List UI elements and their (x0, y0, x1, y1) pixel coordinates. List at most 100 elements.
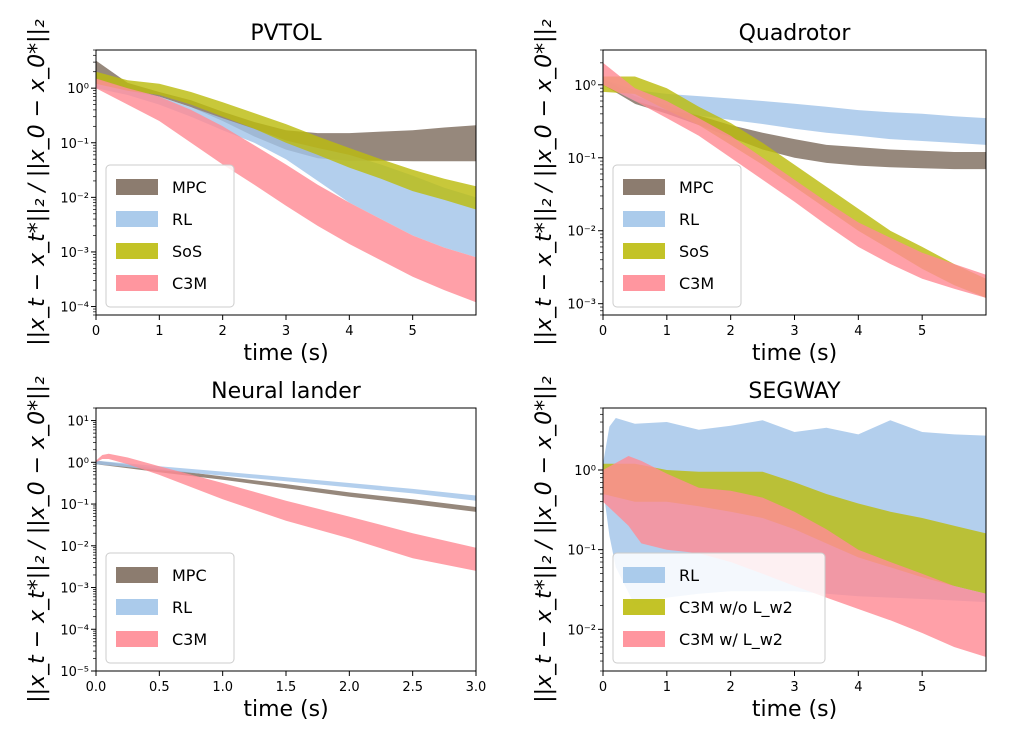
x-tick-label: 2.5 (402, 680, 423, 695)
x-tick-label: 4 (854, 324, 862, 339)
chart-panel-segway: 0 1 2 3 4 5 10⁻² 10⁻¹ 10⁰ SEGWAY time (s) ||x_t − x… (532, 376, 987, 722)
x-tick-label: 3.0 (466, 680, 487, 695)
y-tick-label: 10⁻⁵ (60, 665, 89, 680)
legend-swatch-rl (116, 211, 158, 227)
chart-title: Quadrotor (739, 21, 852, 46)
y-axis-label: ||x_t − x_t*||₂ / ||x_0 − x_0*||₂ (25, 19, 50, 346)
x-tick-label: 4 (854, 680, 862, 695)
band-mpc (96, 60, 476, 162)
legend-label-rl: RL (679, 566, 699, 585)
y-tick-label: 10⁻¹ (60, 498, 89, 513)
x-tick-label: 0.5 (149, 680, 170, 695)
bands (96, 60, 476, 303)
x-tick-label: 3 (282, 324, 290, 339)
bands (603, 62, 986, 298)
band-c3m (96, 453, 476, 571)
band-mpc (96, 460, 476, 512)
legend-swatch-c3m (623, 275, 665, 291)
legend-label-mpc: MPC (172, 566, 207, 585)
legend-label-c3m: C3M (172, 630, 207, 649)
y-tick-label: 10⁻³ (567, 298, 596, 313)
legend-label-sos: SoS (172, 242, 202, 261)
legend-label-mpc: MPC (172, 178, 207, 197)
chart-title: PVTOL (250, 21, 322, 46)
band-rl (96, 80, 476, 258)
x-tick-label: 1.0 (212, 680, 233, 695)
legend: MPC RL SoS C3M (105, 164, 235, 308)
x-tick-label: 0.0 (86, 680, 107, 695)
chart-panel-neural-lander: 0.0 0.5 1.0 1.5 2.0 2.5 3.0 10⁻⁵ 10⁻⁴ 10⁻³ 10⁻² 10⁻… (25, 376, 486, 722)
y-tick-label: 10⁻⁴ (60, 301, 89, 316)
x-tick-label: 5 (918, 324, 926, 339)
y-tick-label: 10⁰ (67, 456, 89, 471)
legend-label-c3m: C3M (172, 274, 207, 293)
legend-swatch-sos (116, 243, 158, 259)
x-tick-label: 1 (155, 324, 163, 339)
chart-panel-quadrotor: 0 1 2 3 4 5 10⁻³ 10⁻² 10⁻¹ 10⁰ Quadrotor time (s) ||… (532, 19, 987, 366)
chart-title: Neural lander (211, 379, 362, 404)
y-tick-label: 10⁻¹ (567, 152, 596, 167)
chart-panel-pvtol: 0 1 2 3 4 5 10⁻⁴ 10⁻³ 10⁻² 10⁻¹ 10⁰ PVTOL time (s) ||… (25, 19, 477, 366)
legend-swatch-mpc (116, 179, 158, 195)
band-sos (96, 71, 476, 210)
legend-swatch-mpc (623, 179, 665, 195)
band-mpc (603, 79, 986, 170)
x-tick-label: 2 (727, 324, 735, 339)
legend-label-rl: RL (172, 598, 192, 617)
legend-label-c3m: C3M (679, 274, 714, 293)
legend-swatch-c3m-w-o-l-w2 (623, 599, 665, 615)
y-tick-label: 10⁻³ (60, 246, 89, 261)
y-axis-label: ||x_t − x_t*||₂ / ||x_0 − x_0*||₂ (25, 376, 50, 703)
band-c3m (96, 78, 476, 303)
x-tick-label: 2.0 (339, 680, 360, 695)
y-tick-label: 10⁻¹ (567, 544, 596, 559)
band-rl (96, 460, 476, 501)
x-tick-label: 2 (219, 324, 227, 339)
band-rl (603, 79, 986, 145)
legend-swatch-rl (116, 599, 158, 615)
y-tick-label: 10⁰ (574, 464, 596, 479)
y-axis-label: ||x_t − x_t*||₂ / ||x_0 − x_0*||₂ (532, 376, 557, 703)
x-tick-label: 5 (918, 680, 926, 695)
x-tick-label: 1 (663, 324, 671, 339)
legend: MPC RL SoS C3M (612, 164, 742, 308)
legend-swatch-sos (623, 243, 665, 259)
legend-swatch-rl (623, 211, 665, 227)
y-tick-label: 10⁻² (60, 191, 89, 206)
y-tick-label: 10⁰ (574, 79, 596, 94)
x-tick-label: 3 (790, 680, 798, 695)
legend-label-rl: RL (679, 210, 699, 229)
y-tick-label: 10⁻² (60, 540, 89, 555)
chart-title: SEGWAY (748, 379, 841, 404)
legend-swatch-c3m (116, 275, 158, 291)
legend-label-mpc: MPC (679, 178, 714, 197)
legend-label-c3m-w-o-l-w2: C3M w/o L_w2 (679, 598, 793, 618)
legend-box (105, 164, 235, 308)
legend-swatch-c3m (116, 631, 158, 647)
legend-label-sos: SoS (679, 242, 709, 261)
x-axis-label: time (s) (752, 697, 837, 722)
y-tick-label: 10¹ (67, 415, 89, 430)
y-tick-label: 10⁻² (567, 225, 596, 240)
x-axis-label: time (s) (752, 341, 837, 366)
x-tick-label: 5 (409, 324, 417, 339)
legend-label-c3m-w-l-w2: C3M w/ L_w2 (679, 630, 783, 650)
legend-box (612, 164, 742, 308)
legend: MPC RL C3M (105, 552, 235, 664)
y-tick-label: 10⁰ (67, 82, 89, 97)
legend-swatch-rl (623, 567, 665, 583)
band-c3m (603, 62, 986, 298)
legend: RL C3M w/o L_w2 C3M w/ L_w2 (612, 552, 826, 664)
x-tick-label: 0 (599, 324, 607, 339)
legend-label-rl: RL (172, 210, 192, 229)
legend-swatch-c3m-w-l-w2 (623, 631, 665, 647)
legend-box (612, 552, 826, 664)
x-tick-label: 1 (663, 680, 671, 695)
x-tick-label: 0 (92, 324, 100, 339)
y-tick-label: 10⁻² (567, 623, 596, 638)
y-tick-label: 10⁻³ (60, 582, 89, 597)
x-tick-label: 0 (599, 680, 607, 695)
x-tick-label: 1.5 (276, 680, 297, 695)
x-tick-label: 3 (790, 324, 798, 339)
